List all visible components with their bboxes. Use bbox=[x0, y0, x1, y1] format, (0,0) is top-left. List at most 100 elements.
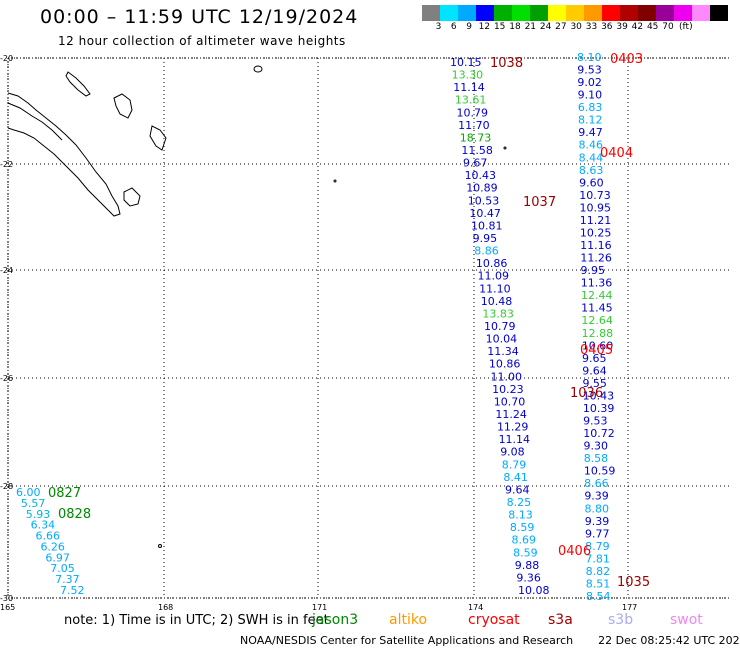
swh-value-track-0403: 12.88 bbox=[582, 327, 614, 340]
swh-value-track-1038: 8.25 bbox=[507, 496, 531, 509]
swh-value-track-1038: 13.83 bbox=[482, 307, 514, 320]
swh-value-track-1038: 11.24 bbox=[495, 408, 527, 421]
swh-value-track-0827: 7.37 bbox=[55, 573, 80, 586]
swh-value-track-1038: 11.70 bbox=[458, 119, 490, 132]
colorbar-label: 30 bbox=[570, 22, 582, 32]
swh-value-track-1038: 10.86 bbox=[476, 257, 508, 270]
pass-id-label: 1036 bbox=[570, 386, 603, 401]
swh-value-track-1038: 9.08 bbox=[500, 446, 525, 459]
colorbar-swatch bbox=[638, 5, 656, 21]
swh-value-track-1038: 10.79 bbox=[484, 320, 516, 333]
colorbar-swatch bbox=[674, 5, 692, 21]
colorbar-swatch bbox=[476, 5, 494, 21]
colorbar-label: 15 bbox=[493, 22, 506, 32]
colorbar-swatch bbox=[530, 5, 548, 21]
swh-value-track-0403: 8.10 bbox=[577, 51, 602, 64]
colorbar-label: 6 bbox=[450, 22, 457, 32]
swh-value-track-1038: 10.79 bbox=[456, 106, 488, 119]
colorbar-swatch bbox=[548, 5, 566, 21]
mission-s3a: s3a bbox=[548, 612, 573, 628]
swh-value-track-1038: 10.23 bbox=[492, 383, 523, 396]
colorbar-swatch bbox=[710, 5, 728, 21]
longitude-label: 165 bbox=[0, 603, 15, 612]
swh-value-track-0403: 8.54 bbox=[586, 590, 611, 603]
latitude-label: -30 bbox=[0, 594, 13, 603]
swh-value-track-0403: 9.53 bbox=[583, 415, 608, 428]
swh-value-track-0403: 12.44 bbox=[581, 289, 613, 302]
pass-id-label: 0406 bbox=[558, 544, 591, 559]
swh-value-track-1038: 11.09 bbox=[478, 270, 510, 283]
colorbar-swatch bbox=[584, 5, 602, 21]
colorbar-label: 45 bbox=[646, 22, 659, 32]
swh-value-track-0403: 9.60 bbox=[579, 176, 604, 189]
swh-value-track-0827: 6.97 bbox=[45, 551, 69, 564]
swh-value-track-0403: 12.64 bbox=[581, 314, 613, 327]
graticule bbox=[7, 57, 730, 599]
swh-value-track-0403: 7.81 bbox=[585, 552, 610, 565]
swh-value-track-1038: 10.04 bbox=[486, 333, 517, 346]
swh-value-track-0403: 9.65 bbox=[582, 352, 607, 365]
note-text: note: 1) Time is in UTC; 2) SWH is in fe… bbox=[64, 613, 329, 628]
colorbar-label: 70 bbox=[662, 22, 674, 32]
swh-value-track-0403: 8.12 bbox=[578, 114, 603, 127]
swh-value-track-0403: 10.25 bbox=[580, 226, 612, 239]
pass-id-label: 1037 bbox=[523, 195, 556, 210]
longitude-label: 177 bbox=[622, 603, 637, 612]
latitude-label: -24 bbox=[0, 266, 13, 275]
pass-id-label: 0827 bbox=[48, 486, 81, 501]
credit-text: NOAA/NESDIS Center for Satellite Applica… bbox=[240, 634, 574, 647]
swh-value-track-0403: 8.66 bbox=[584, 477, 609, 490]
mission-legend: jason3 altiko cryosat s3a s3b swot bbox=[312, 612, 732, 630]
swh-value-track-1038: 11.10 bbox=[479, 282, 511, 295]
colorbar-label: 18 bbox=[509, 22, 521, 32]
swh-value-track-0827: 7.05 bbox=[50, 562, 75, 575]
colorbar-swatch bbox=[656, 5, 674, 21]
colorbar-swatch bbox=[422, 5, 440, 21]
swh-value-track-1038: 9.88 bbox=[515, 559, 540, 572]
swh-value-track-1038: 9.95 bbox=[473, 232, 498, 245]
swh-value-track-1038: 10.86 bbox=[489, 358, 521, 371]
swh-value-track-0403: 9.55 bbox=[582, 377, 607, 390]
colorbar-label: 27 bbox=[555, 22, 567, 32]
colorbar-label: 36 bbox=[601, 22, 613, 32]
swh-value-track-0827: 5.93 bbox=[26, 508, 51, 521]
swh-value-track-1038: 9.64 bbox=[505, 483, 530, 496]
swh-value-track-0403: 8.82 bbox=[586, 565, 611, 578]
swh-value-track-0403: 9.47 bbox=[578, 126, 603, 139]
longitude-label: 171 bbox=[312, 603, 327, 612]
mission-s3b: s3b bbox=[608, 612, 634, 628]
swh-value-track-0403: 10.43 bbox=[583, 389, 615, 402]
swh-value-track-1038: 10.53 bbox=[468, 194, 500, 207]
pass-id-label: 0404 bbox=[600, 146, 633, 161]
swh-value-track-1038: 8.79 bbox=[502, 458, 527, 471]
colorbar-label: 39 bbox=[616, 22, 628, 32]
swh-value-track-1038: 8.13 bbox=[508, 509, 533, 522]
swh-value-track-1038: 8.69 bbox=[512, 534, 537, 547]
swh-value-track-1038: 18.73 bbox=[460, 131, 492, 144]
swh-value-track-0403: 10.59 bbox=[584, 465, 616, 478]
swh-value-track-0403: 9.39 bbox=[584, 490, 609, 503]
swh-value-track-0827: 6.34 bbox=[31, 519, 55, 532]
swh-value-track-0403: 8.63 bbox=[579, 164, 604, 177]
swh-value-track-0403: 9.53 bbox=[577, 64, 602, 77]
swh-value-track-1038: 9.36 bbox=[516, 571, 541, 584]
swh-value-track-1038: 8.41 bbox=[503, 471, 528, 484]
swh-value-track-0403: 10.60 bbox=[582, 339, 614, 352]
colorbar-label: 24 bbox=[539, 22, 552, 32]
swh-value-track-0403: 8.58 bbox=[584, 452, 609, 465]
colorbar-swatch bbox=[620, 5, 638, 21]
swh-value-track-0403: 9.30 bbox=[583, 440, 608, 453]
swh-value-track-0403: 9.02 bbox=[577, 76, 602, 89]
swh-value-track-1038: 10.08 bbox=[518, 584, 550, 597]
swh-value-track-0827: 5.57 bbox=[21, 497, 46, 510]
map-title: 00:00 – 11:59 UTC 12/19/2024 bbox=[40, 6, 359, 28]
swh-value-track-0403: 9.95 bbox=[581, 264, 606, 277]
swh-value-track-1038: 10.89 bbox=[466, 182, 498, 195]
swh-value-track-0403: 8.80 bbox=[585, 502, 610, 515]
colorbar-swatch bbox=[494, 5, 512, 21]
colorbar-swatch bbox=[566, 5, 584, 21]
swh-value-track-1038: 10.47 bbox=[469, 207, 501, 220]
colorbar-label: 33 bbox=[585, 22, 598, 32]
longitude-label: 168 bbox=[158, 603, 173, 612]
colorbar-unit: (ft) bbox=[679, 22, 693, 32]
